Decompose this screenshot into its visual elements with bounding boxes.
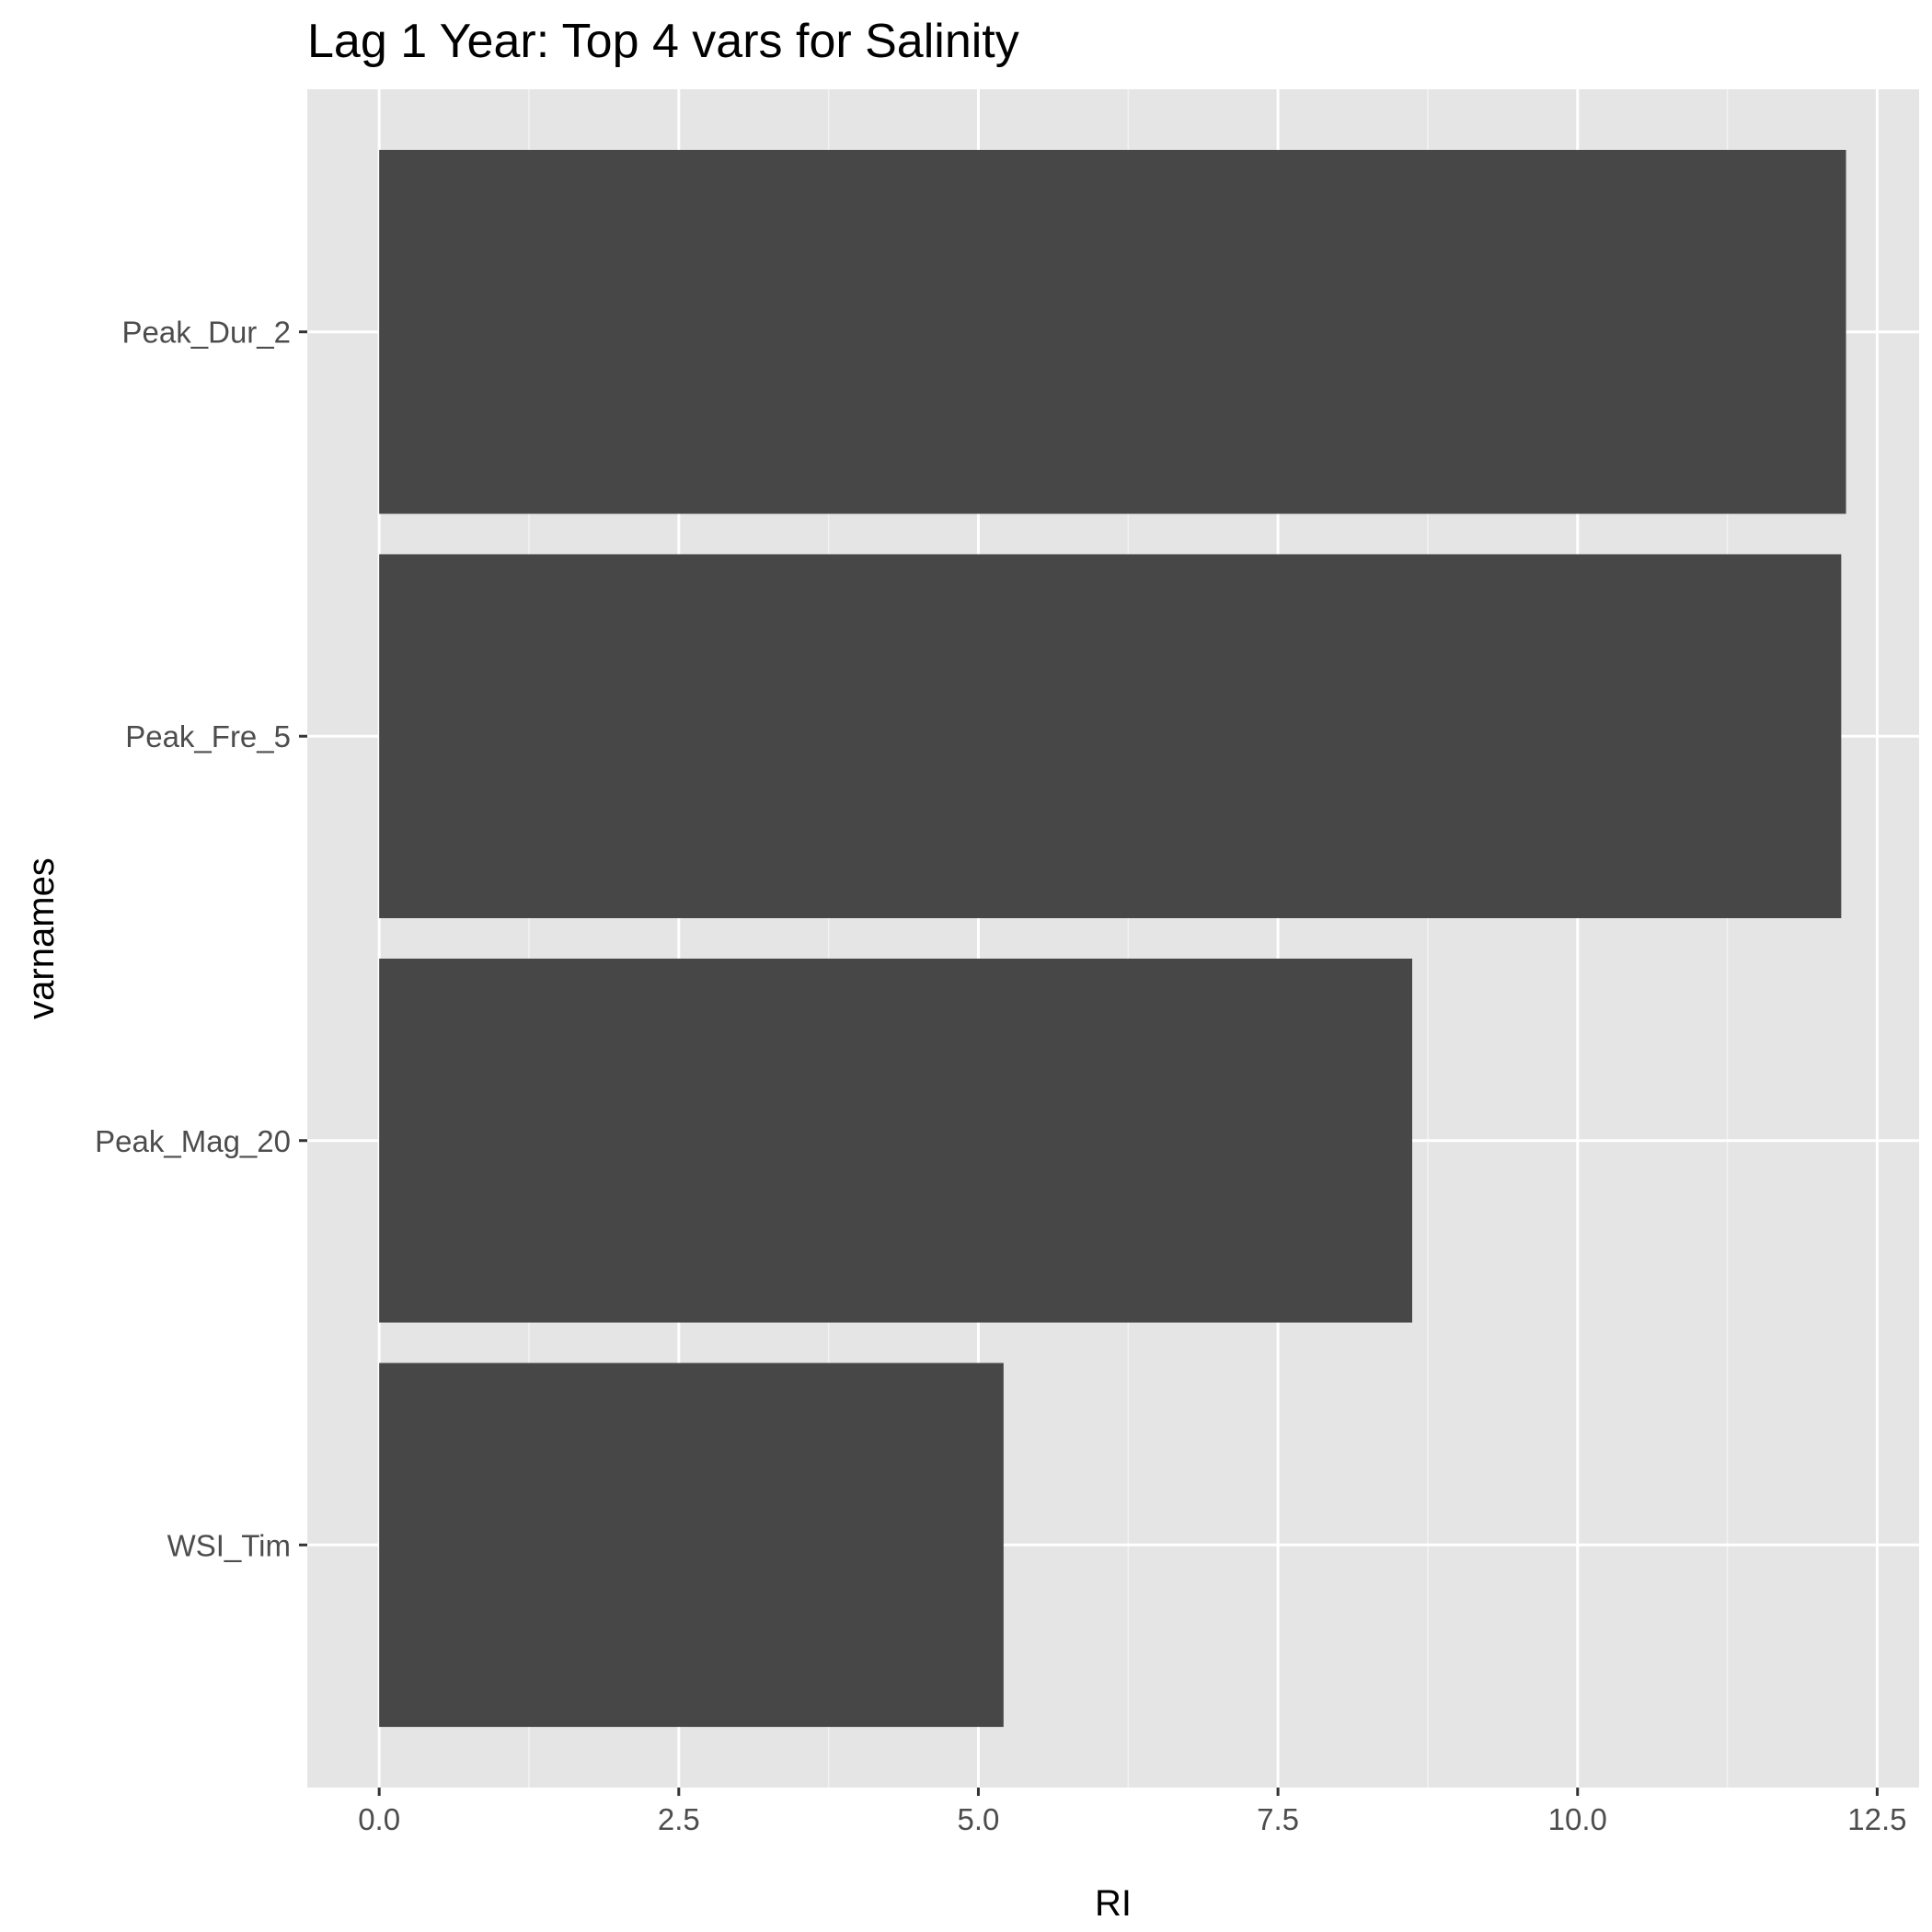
y-axis-title: varnames [21,857,62,1019]
y-tick-label: Peak_Fre_5 [125,719,291,753]
x-tick-label: 7.5 [1257,1802,1299,1836]
x-tick-label: 5.0 [958,1802,1000,1836]
x-tick-label: 0.0 [358,1802,400,1836]
bar [379,554,1842,919]
y-tick-label: WSI_Tim [167,1528,291,1562]
x-tick-label: 12.5 [1847,1802,1906,1836]
x-tick-label: 10.0 [1548,1802,1607,1836]
x-axis: 0.0 2.5 5.0 7.5 10.0 12.5 [358,1788,1907,1836]
x-axis-title: RI [1095,1883,1132,1924]
bars [379,149,1846,1728]
bar [379,1363,1004,1728]
x-tick-label: 2.5 [658,1802,700,1836]
y-tick-label: Peak_Mag_20 [95,1124,291,1158]
y-axis: Peak_Dur_2 Peak_Fre_5 Peak_Mag_20 WSI_Tim [95,316,307,1562]
chart-title: Lag 1 Year: Top 4 vars for Salinity [307,15,1019,68]
bar [379,958,1412,1323]
y-tick-label: Peak_Dur_2 [122,316,291,350]
bar [379,149,1846,514]
